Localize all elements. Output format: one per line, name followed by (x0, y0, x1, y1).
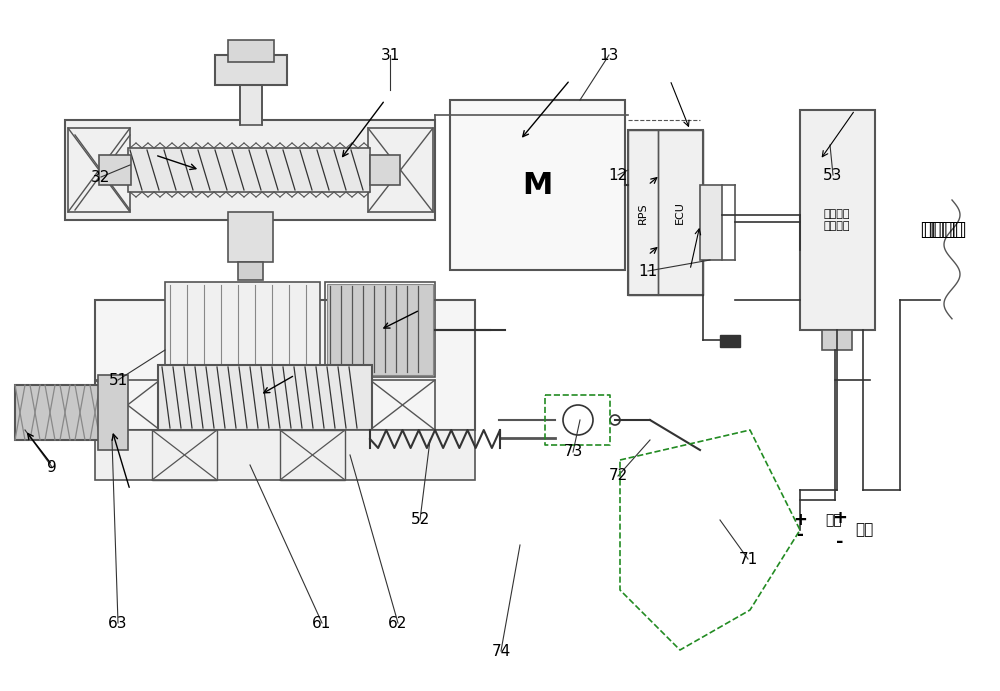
Bar (368, 128, 433, 212)
Bar (65, 120, 435, 220)
Text: 32: 32 (91, 169, 111, 184)
Bar (128, 148, 370, 192)
Text: -: - (836, 533, 844, 551)
Text: 制动机构
控制单元: 制动机构 控制单元 (824, 209, 850, 231)
Text: 62: 62 (388, 616, 408, 630)
Circle shape (610, 415, 620, 425)
Bar (325, 282, 435, 377)
Bar (95, 300, 475, 430)
Polygon shape (98, 350, 128, 450)
Bar (158, 365, 372, 430)
Text: 供电: 供电 (855, 522, 873, 538)
Bar (152, 430, 217, 480)
Bar (165, 282, 320, 377)
Bar (628, 130, 703, 295)
Bar (95, 380, 160, 430)
Text: 11: 11 (638, 263, 658, 278)
Text: 71: 71 (738, 551, 758, 567)
Bar (280, 430, 345, 480)
Bar (215, 55, 287, 85)
Text: 52: 52 (410, 513, 430, 527)
Bar (68, 128, 130, 212)
Bar (228, 212, 273, 262)
Text: RPS: RPS (638, 202, 648, 224)
Text: 72: 72 (608, 468, 628, 484)
Bar (450, 100, 625, 270)
Bar (99, 155, 131, 185)
Bar (720, 335, 740, 347)
Text: 供电: 供电 (825, 513, 842, 527)
Text: 73: 73 (563, 444, 583, 460)
Bar (370, 380, 435, 430)
Text: 12: 12 (608, 167, 628, 182)
Text: 51: 51 (108, 372, 128, 388)
Text: +: + (793, 511, 807, 529)
Text: +: + (832, 509, 848, 527)
Bar (240, 65, 262, 125)
Bar (15, 385, 110, 440)
Text: 31: 31 (380, 48, 400, 62)
Bar (327, 284, 433, 375)
Bar (658, 130, 703, 295)
Bar (700, 185, 722, 260)
Text: 61: 61 (312, 616, 332, 630)
Bar (95, 430, 475, 480)
Text: ECU: ECU (675, 202, 685, 225)
Bar (98, 375, 128, 450)
Bar (628, 130, 658, 295)
Bar (238, 262, 263, 280)
Text: 53: 53 (823, 167, 843, 182)
Text: 13: 13 (599, 48, 619, 62)
Text: 63: 63 (108, 616, 128, 630)
Text: 9: 9 (47, 460, 57, 475)
Bar (228, 40, 274, 62)
Text: 74: 74 (491, 643, 511, 659)
Text: M: M (522, 171, 552, 200)
Bar (822, 330, 852, 350)
Bar (800, 110, 875, 330)
Bar (370, 155, 400, 185)
Text: 外部信号: 外部信号 (924, 221, 966, 239)
Text: -: - (797, 526, 803, 544)
Text: 外部信号: 外部信号 (920, 221, 964, 239)
